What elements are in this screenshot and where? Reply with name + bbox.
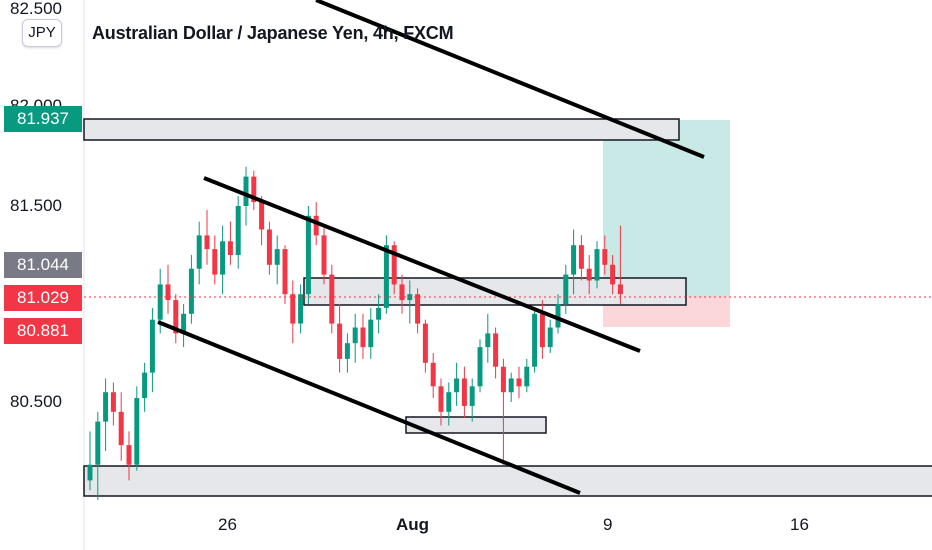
candle-body (188, 268, 194, 314)
candle-body (142, 372, 148, 399)
price-badge-target: 81.937 (4, 106, 82, 132)
candle-body (422, 323, 428, 363)
candle-body (461, 378, 467, 406)
support-zone (83, 465, 932, 497)
candle-body (360, 327, 366, 348)
x-tick-label: 26 (218, 515, 237, 534)
upper-trend-line (315, 0, 705, 159)
candle-body (563, 274, 569, 304)
candle-body (469, 386, 475, 406)
candle-body (500, 366, 506, 393)
candle-body (126, 445, 132, 465)
candle-body (399, 284, 405, 301)
candle-body (376, 307, 382, 320)
price-badge-high: 81.044 (4, 252, 82, 278)
candle-body (547, 327, 553, 348)
candle-body (516, 378, 522, 387)
candle-body (446, 392, 452, 412)
candle-body (274, 249, 280, 265)
candle-body (118, 411, 124, 446)
candle-body (235, 206, 241, 255)
candle-body (266, 229, 272, 265)
candle-body (383, 245, 389, 308)
candle-body (181, 313, 187, 334)
candles-layer (87, 166, 623, 500)
candle-body (485, 333, 491, 348)
candle-body (243, 176, 249, 206)
y-tick-label: 80.500 (10, 392, 62, 411)
candle-body (282, 249, 288, 295)
candle-body (578, 245, 584, 269)
price-badge-stop: 80.881 (4, 318, 82, 344)
candle-body (298, 294, 304, 324)
candle-body (368, 319, 374, 348)
candle-body (212, 249, 218, 275)
candle-body (438, 386, 444, 412)
candle-body (454, 378, 460, 393)
candle-body (493, 333, 499, 367)
candle-body (305, 215, 311, 295)
candle-body (610, 264, 616, 285)
candle-body (415, 294, 421, 324)
candle-body (477, 347, 483, 387)
candle-body (586, 268, 592, 281)
candle-body (157, 284, 163, 320)
currency-button[interactable]: JPY (22, 19, 62, 47)
price-badge-current: 81.029 (4, 285, 82, 311)
candle-body (313, 215, 319, 236)
candle-body (95, 421, 101, 465)
candle-body (337, 323, 343, 359)
candle-body (344, 343, 350, 359)
candle-body (532, 313, 538, 367)
candle-body (524, 366, 530, 387)
candle-body (391, 245, 397, 285)
x-tick-label: 16 (790, 515, 809, 534)
candle-body (196, 235, 202, 269)
candle-body (539, 313, 545, 348)
candle-body (329, 274, 335, 324)
candle-body (227, 241, 233, 255)
candle-body (110, 392, 116, 412)
candle-body (259, 202, 265, 230)
candle-body (321, 235, 327, 275)
candle-body (571, 245, 577, 275)
channel-top-line (203, 176, 641, 353)
x-tick-label: Aug (396, 515, 430, 534)
candle-body (352, 327, 358, 344)
target-zone (603, 120, 730, 296)
candle-body (204, 235, 210, 250)
candle-body (251, 176, 257, 203)
channel-bottom-line (157, 320, 581, 495)
y-tick-label: 82.500 (10, 0, 62, 18)
candle-body (602, 249, 608, 265)
candle-body (430, 362, 436, 387)
candle-body (594, 249, 600, 281)
candle-body (103, 392, 109, 422)
candle-body (290, 294, 296, 324)
candle-body (508, 378, 514, 393)
candle-body (149, 319, 155, 373)
candle-body (173, 300, 179, 334)
chart-title: Australian Dollar / Japanese Yen, 4h, FX… (92, 23, 454, 43)
candle-body (220, 241, 226, 275)
x-tick-label: 9 (603, 515, 613, 534)
candle-body (555, 304, 561, 328)
candle-body (134, 398, 140, 465)
candle-body (617, 284, 623, 295)
candle-body (165, 284, 171, 301)
y-tick-label: 81.500 (10, 196, 62, 215)
candle-body (87, 464, 93, 481)
resistance-zone (83, 118, 680, 141)
